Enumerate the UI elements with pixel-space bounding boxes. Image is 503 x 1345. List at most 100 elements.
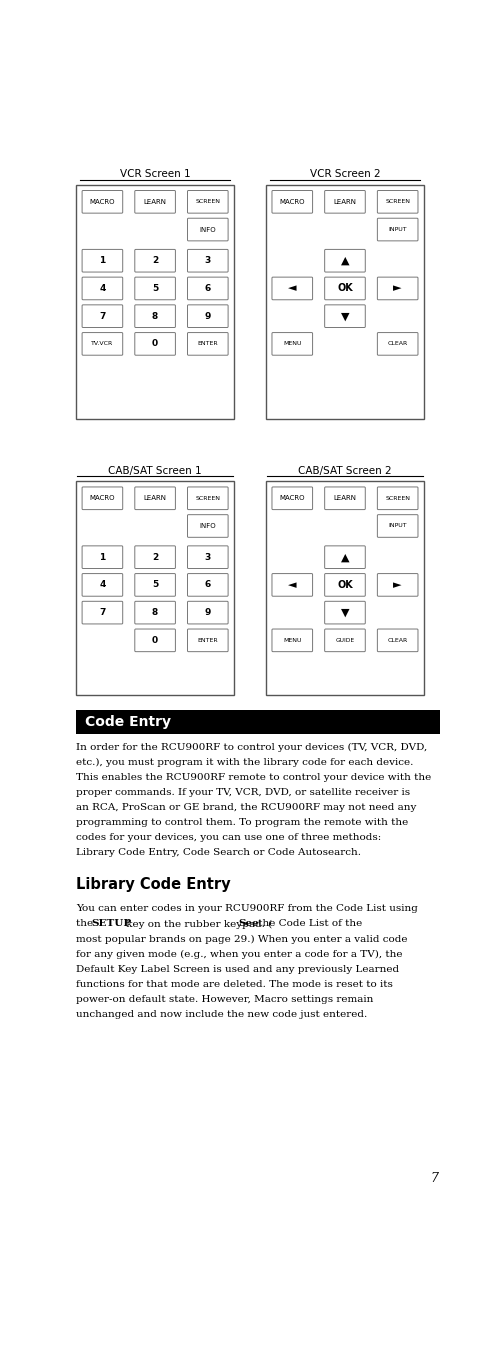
FancyBboxPatch shape [188, 305, 228, 327]
Text: This enables the RCU900RF remote to control your device with the: This enables the RCU900RF remote to cont… [76, 773, 431, 781]
Text: 7: 7 [99, 312, 106, 320]
Text: an RCA, ProScan or GE brand, the RCU900RF may not need any: an RCA, ProScan or GE brand, the RCU900R… [76, 803, 416, 812]
FancyBboxPatch shape [377, 515, 418, 537]
Text: SETUP: SETUP [92, 920, 132, 928]
FancyBboxPatch shape [272, 629, 312, 652]
Text: 8: 8 [152, 608, 158, 617]
Text: ◄: ◄ [288, 580, 297, 590]
Text: CAB/SAT Screen 1: CAB/SAT Screen 1 [108, 465, 202, 476]
Text: 2: 2 [152, 257, 158, 265]
Text: 6: 6 [205, 284, 211, 293]
FancyBboxPatch shape [135, 305, 176, 327]
FancyBboxPatch shape [135, 573, 176, 596]
Text: MENU: MENU [283, 342, 301, 347]
FancyBboxPatch shape [324, 305, 365, 327]
Text: 7: 7 [99, 608, 106, 617]
Text: 3: 3 [205, 553, 211, 562]
Text: proper commands. If your TV, VCR, DVD, or satellite receiver is: proper commands. If your TV, VCR, DVD, o… [76, 788, 410, 796]
Text: programming to control them. To program the remote with the: programming to control them. To program … [76, 818, 408, 827]
Text: 0: 0 [152, 339, 158, 348]
Text: LEARN: LEARN [143, 199, 166, 204]
Text: power-on default state. However, Macro settings remain: power-on default state. However, Macro s… [76, 994, 373, 1003]
Text: See: See [239, 920, 260, 928]
Text: CLEAR: CLEAR [387, 638, 408, 643]
Text: 9: 9 [205, 608, 211, 617]
Text: MENU: MENU [283, 638, 301, 643]
FancyBboxPatch shape [272, 332, 312, 355]
Text: MACRO: MACRO [280, 495, 305, 502]
Text: 3: 3 [205, 257, 211, 265]
Text: OK: OK [337, 284, 353, 293]
Text: 5: 5 [152, 581, 158, 589]
FancyBboxPatch shape [135, 277, 176, 300]
Text: CAB/SAT Screen 2: CAB/SAT Screen 2 [298, 465, 392, 476]
Text: VCR Screen 2: VCR Screen 2 [310, 169, 380, 179]
FancyBboxPatch shape [377, 573, 418, 596]
Text: SCREEN: SCREEN [195, 496, 220, 500]
Text: most popular brands on page 29.) When you enter a valid code: most popular brands on page 29.) When yo… [76, 935, 407, 944]
Text: ►: ► [393, 580, 402, 590]
FancyBboxPatch shape [324, 573, 365, 596]
FancyBboxPatch shape [135, 601, 176, 624]
FancyBboxPatch shape [324, 546, 365, 569]
FancyBboxPatch shape [188, 629, 228, 652]
Text: 8: 8 [152, 312, 158, 320]
Text: OK: OK [337, 580, 353, 590]
FancyBboxPatch shape [377, 191, 418, 213]
Text: LEARN: LEARN [333, 495, 357, 502]
FancyBboxPatch shape [377, 277, 418, 300]
Text: TV.VCR: TV.VCR [91, 342, 114, 347]
Text: Library Code Entry, Code Search or Code Autosearch.: Library Code Entry, Code Search or Code … [76, 847, 361, 857]
Text: You can enter codes in your RCU900RF from the Code List using: You can enter codes in your RCU900RF fro… [76, 904, 418, 913]
FancyBboxPatch shape [82, 332, 123, 355]
Text: SCREEN: SCREEN [385, 199, 410, 204]
FancyBboxPatch shape [135, 332, 176, 355]
FancyBboxPatch shape [188, 515, 228, 537]
Text: ►: ► [393, 284, 402, 293]
FancyBboxPatch shape [324, 601, 365, 624]
FancyBboxPatch shape [272, 573, 312, 596]
Text: Default Key Label Screen is used and any previously Learned: Default Key Label Screen is used and any… [76, 964, 399, 974]
Text: 0: 0 [152, 636, 158, 644]
Text: for any given mode (e.g., when you enter a code for a TV), the: for any given mode (e.g., when you enter… [76, 950, 402, 959]
FancyBboxPatch shape [82, 573, 123, 596]
Text: GUIDE: GUIDE [336, 638, 355, 643]
Text: 9: 9 [205, 312, 211, 320]
Text: 4: 4 [99, 581, 106, 589]
Text: 1: 1 [99, 257, 106, 265]
Text: MACRO: MACRO [280, 199, 305, 204]
Text: 6: 6 [205, 581, 211, 589]
Text: ENTER: ENTER [198, 638, 218, 643]
FancyBboxPatch shape [82, 191, 123, 213]
FancyBboxPatch shape [377, 629, 418, 652]
Text: ▲: ▲ [341, 256, 349, 266]
Text: INFO: INFO [200, 226, 216, 233]
Text: INPUT: INPUT [388, 523, 407, 529]
Text: ▼: ▼ [341, 311, 349, 321]
Text: 2: 2 [152, 553, 158, 562]
Text: codes for your devices, you can use one of three methods:: codes for your devices, you can use one … [76, 833, 381, 842]
FancyBboxPatch shape [135, 249, 176, 272]
Text: ▲: ▲ [341, 553, 349, 562]
Text: ▼: ▼ [341, 608, 349, 617]
Text: VCR Screen 1: VCR Screen 1 [120, 169, 191, 179]
Text: MACRO: MACRO [90, 495, 115, 502]
Text: the Code List of the: the Code List of the [255, 920, 362, 928]
FancyBboxPatch shape [188, 487, 228, 510]
FancyBboxPatch shape [188, 191, 228, 213]
Bar [76, 184, 234, 420]
Bar [76, 710, 440, 733]
FancyBboxPatch shape [82, 277, 123, 300]
FancyBboxPatch shape [135, 487, 176, 510]
Text: INFO: INFO [200, 523, 216, 529]
FancyBboxPatch shape [82, 546, 123, 569]
Text: 7: 7 [431, 1173, 439, 1185]
Text: CLEAR: CLEAR [387, 342, 408, 347]
FancyBboxPatch shape [188, 249, 228, 272]
Text: ENTER: ENTER [198, 342, 218, 347]
FancyBboxPatch shape [188, 601, 228, 624]
Text: SCREEN: SCREEN [195, 199, 220, 204]
Text: MACRO: MACRO [90, 199, 115, 204]
FancyBboxPatch shape [188, 332, 228, 355]
FancyBboxPatch shape [82, 305, 123, 327]
